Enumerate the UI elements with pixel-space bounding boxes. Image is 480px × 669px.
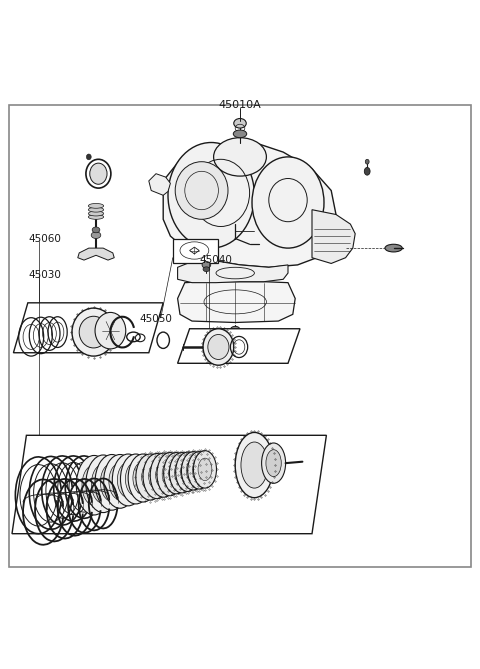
Ellipse shape (125, 462, 146, 496)
Ellipse shape (203, 267, 210, 272)
Ellipse shape (192, 459, 206, 482)
Ellipse shape (181, 452, 205, 490)
Ellipse shape (186, 460, 201, 482)
Ellipse shape (234, 118, 246, 128)
Polygon shape (178, 328, 300, 363)
Ellipse shape (150, 453, 177, 497)
Ellipse shape (72, 308, 115, 356)
Ellipse shape (76, 456, 112, 515)
Ellipse shape (164, 453, 189, 494)
Ellipse shape (112, 454, 144, 506)
Text: 45040: 45040 (199, 255, 232, 265)
Text: 45010A: 45010A (218, 100, 262, 110)
Ellipse shape (188, 452, 211, 489)
Ellipse shape (88, 207, 104, 212)
Text: 45060: 45060 (29, 233, 61, 244)
Ellipse shape (214, 138, 266, 176)
Ellipse shape (133, 462, 153, 494)
Polygon shape (178, 260, 288, 283)
Ellipse shape (385, 244, 402, 252)
Ellipse shape (230, 326, 240, 333)
Ellipse shape (95, 454, 129, 510)
Ellipse shape (90, 163, 107, 184)
Ellipse shape (198, 458, 212, 480)
Polygon shape (149, 174, 170, 195)
Ellipse shape (149, 462, 165, 490)
Ellipse shape (86, 154, 91, 160)
Ellipse shape (262, 443, 286, 483)
Ellipse shape (241, 442, 268, 488)
Ellipse shape (88, 203, 104, 208)
Ellipse shape (252, 157, 324, 248)
Ellipse shape (208, 334, 229, 359)
Ellipse shape (168, 142, 254, 248)
Ellipse shape (233, 130, 247, 138)
Ellipse shape (86, 455, 120, 512)
Ellipse shape (109, 463, 131, 500)
Ellipse shape (365, 159, 369, 164)
Ellipse shape (156, 462, 172, 488)
Ellipse shape (202, 262, 211, 268)
Text: 45050: 45050 (139, 314, 172, 324)
Ellipse shape (88, 211, 104, 216)
Ellipse shape (136, 454, 165, 500)
Ellipse shape (168, 461, 184, 486)
Ellipse shape (104, 454, 136, 508)
Ellipse shape (142, 463, 159, 491)
Ellipse shape (120, 454, 151, 504)
Ellipse shape (162, 461, 178, 487)
Ellipse shape (180, 460, 195, 484)
Ellipse shape (91, 231, 101, 239)
Polygon shape (13, 303, 163, 353)
Ellipse shape (203, 328, 234, 365)
Ellipse shape (88, 215, 104, 219)
Ellipse shape (79, 316, 108, 348)
Ellipse shape (174, 461, 190, 485)
Polygon shape (12, 436, 326, 534)
Polygon shape (178, 282, 295, 322)
Ellipse shape (143, 454, 171, 498)
Ellipse shape (100, 464, 123, 501)
Polygon shape (173, 239, 218, 262)
Ellipse shape (169, 453, 194, 493)
Ellipse shape (128, 454, 158, 502)
Polygon shape (78, 248, 114, 260)
Ellipse shape (92, 227, 100, 233)
Ellipse shape (176, 452, 200, 492)
Ellipse shape (157, 453, 183, 496)
Ellipse shape (231, 330, 239, 336)
Text: 45030: 45030 (29, 270, 61, 280)
Polygon shape (163, 142, 336, 268)
Ellipse shape (364, 167, 370, 175)
Polygon shape (312, 209, 355, 264)
Ellipse shape (175, 162, 228, 219)
Ellipse shape (235, 432, 274, 498)
Ellipse shape (118, 462, 139, 498)
Ellipse shape (266, 450, 281, 476)
Ellipse shape (92, 464, 115, 503)
Ellipse shape (193, 451, 216, 488)
Ellipse shape (95, 312, 126, 349)
Ellipse shape (82, 465, 106, 506)
